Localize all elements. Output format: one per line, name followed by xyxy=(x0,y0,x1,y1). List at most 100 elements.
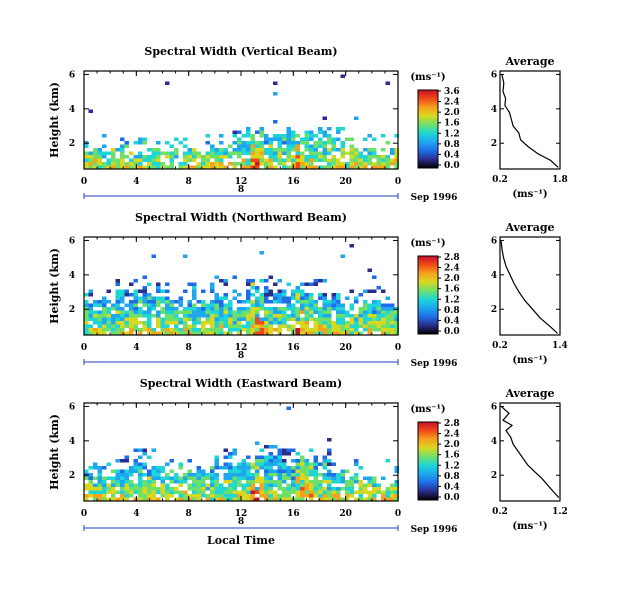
heatmap-cell xyxy=(165,310,170,314)
heatmap-cell xyxy=(291,469,296,473)
heatmap-cell xyxy=(268,307,273,311)
heatmap-cell xyxy=(214,165,219,169)
heatmap-cell xyxy=(93,151,98,155)
average-x-label: (ms⁻¹) xyxy=(512,189,547,200)
heatmap-cell xyxy=(372,317,377,321)
heatmap-cell xyxy=(331,137,336,141)
heatmap-cell xyxy=(273,445,278,449)
heatmap-cell xyxy=(97,494,102,498)
heatmap-cell xyxy=(291,155,296,159)
heatmap-cell xyxy=(273,473,278,477)
heatmap-cell xyxy=(84,331,89,335)
heatmap-cell xyxy=(300,473,305,477)
heatmap-cell xyxy=(228,483,233,487)
heatmap-cell xyxy=(286,487,291,491)
heatmap-cell xyxy=(255,480,260,484)
heatmap-cell xyxy=(142,296,147,300)
heatmap-cell xyxy=(142,141,147,145)
heatmap-cell xyxy=(381,331,386,335)
heatmap-cell xyxy=(129,494,134,498)
heatmap-cell xyxy=(390,328,395,332)
heatmap-cell xyxy=(376,162,381,166)
heatmap-cell xyxy=(223,476,228,480)
heatmap-cell xyxy=(363,165,368,169)
heatmap-cells xyxy=(84,244,399,335)
heatmap-cell xyxy=(201,321,206,325)
heatmap-cell xyxy=(241,497,246,501)
average-y-tick-label: 4 xyxy=(491,437,497,447)
heatmap-cell xyxy=(354,324,359,328)
heatmap-cell xyxy=(88,289,93,293)
heatmap-cell xyxy=(120,162,125,166)
heatmap-cell xyxy=(192,324,197,328)
heatmap-cell xyxy=(178,490,183,494)
heatmap-cell xyxy=(313,324,318,328)
heatmap-cell xyxy=(223,279,228,283)
heatmap-cell xyxy=(214,303,219,307)
heatmap-cell xyxy=(219,165,224,169)
heatmap-cell xyxy=(241,162,246,166)
panel-2: Spectral Width (Northward Beam)0 4 8 12 16 20… xyxy=(48,211,568,369)
heatmap-cell xyxy=(102,324,107,328)
heatmap-cell xyxy=(151,487,156,491)
heatmap-cell xyxy=(304,494,309,498)
heatmap-cell xyxy=(205,317,210,321)
heatmap-cell xyxy=(327,331,332,335)
heatmap-cell xyxy=(331,144,336,148)
colorbar-tick-label: 2.0 xyxy=(444,108,460,118)
heatmap-cell xyxy=(196,469,201,473)
heatmap-cell xyxy=(165,155,170,159)
heatmap-cell xyxy=(291,490,296,494)
x-tick-label: 12 xyxy=(235,509,248,519)
heatmap-cell xyxy=(174,473,179,477)
heatmap-cell xyxy=(111,148,116,152)
heatmap-cell xyxy=(268,148,273,152)
heatmap-cell xyxy=(313,459,318,463)
heatmap-cell xyxy=(358,317,363,321)
heatmap-cell xyxy=(354,296,359,300)
heatmap-cell xyxy=(358,324,363,328)
heatmap-cell xyxy=(291,296,296,300)
heatmap-cell xyxy=(246,324,251,328)
heatmap-cell xyxy=(187,303,192,307)
heatmap-cell xyxy=(214,331,219,335)
heatmap-cell xyxy=(372,310,377,314)
heatmap-cell xyxy=(183,328,188,332)
heatmap-cell xyxy=(291,328,296,332)
heatmap-cell xyxy=(115,296,120,300)
heatmap-cell xyxy=(295,476,300,480)
heatmap-cell xyxy=(196,314,201,318)
x-tick-label: 0 xyxy=(395,343,401,353)
heatmap-cell xyxy=(97,476,102,480)
heatmap-cell xyxy=(142,321,147,325)
heatmap-cell xyxy=(250,286,255,290)
heatmap-cell xyxy=(367,307,372,311)
heatmap-cell xyxy=(160,310,165,314)
heatmap-cell xyxy=(219,303,224,307)
heatmap-cell xyxy=(259,476,264,480)
heatmap-cell xyxy=(214,300,219,304)
heatmap-cell xyxy=(286,141,291,145)
heatmap-cell xyxy=(160,307,165,311)
average-y-tick-label: 4 xyxy=(491,105,497,115)
heatmap-cell xyxy=(354,328,359,332)
heatmap-cell xyxy=(255,286,260,290)
heatmap-cell xyxy=(205,487,210,491)
heatmap-cell xyxy=(120,144,125,148)
average-x-tick-label: 1.8 xyxy=(552,175,568,185)
colorbar-tick-label: 2.8 xyxy=(444,253,460,263)
heatmap-cell xyxy=(192,310,197,314)
heatmap-cell xyxy=(331,165,336,169)
heatmap-cell xyxy=(318,293,323,297)
heatmap-cell xyxy=(340,310,345,314)
heatmap-cell xyxy=(115,303,120,307)
heatmap-cell xyxy=(250,483,255,487)
heatmap-cell xyxy=(246,282,251,286)
heatmap-cell xyxy=(385,307,390,311)
heatmap-cell xyxy=(336,300,341,304)
heatmap-cell xyxy=(106,490,111,494)
heatmap-cell xyxy=(295,307,300,311)
heatmap-cell xyxy=(259,328,264,332)
heatmap-cell xyxy=(88,331,93,335)
heatmap-cell xyxy=(133,497,138,501)
